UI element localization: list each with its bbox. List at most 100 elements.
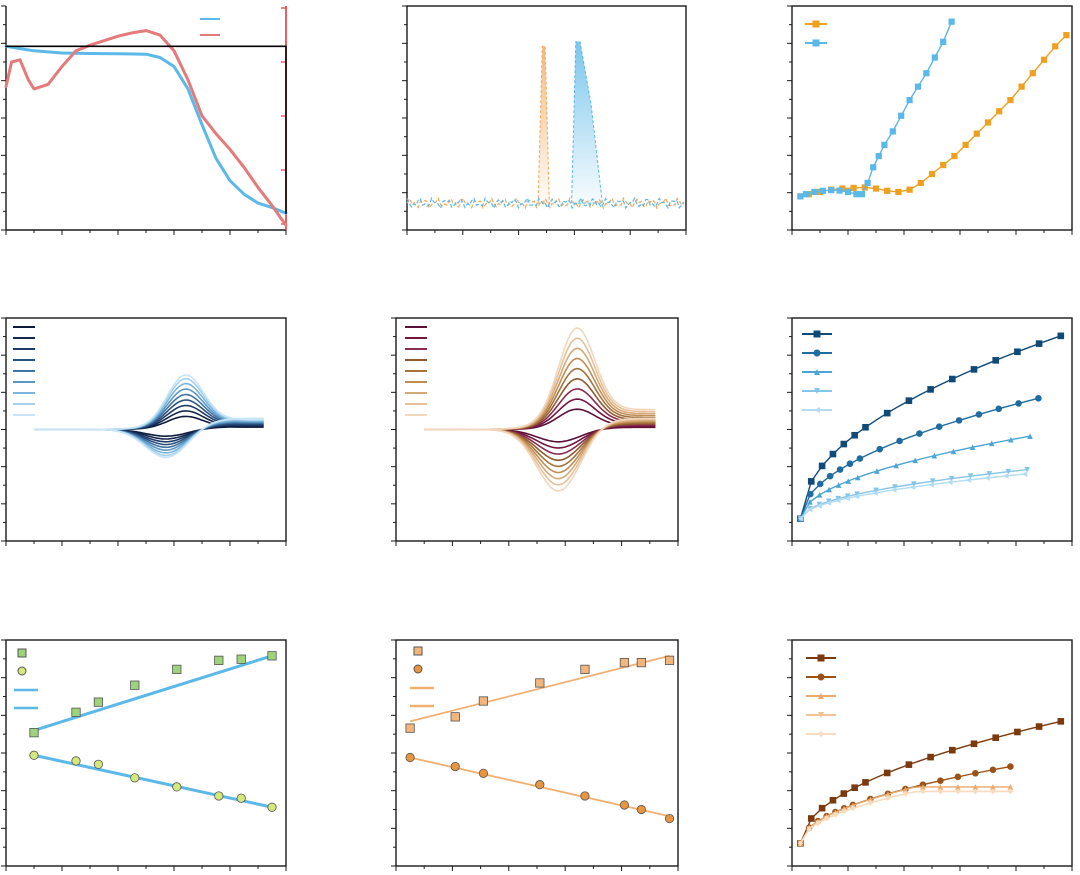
data-point — [951, 152, 958, 160]
data-point — [836, 187, 843, 194]
legend-marker-2 — [17, 666, 27, 676]
data-point — [906, 186, 913, 193]
series-line-5 — [799, 473, 1025, 520]
data-point — [172, 664, 182, 674]
data-point — [992, 734, 1000, 742]
data-point — [923, 70, 930, 77]
data-point — [664, 813, 675, 824]
data-point — [806, 506, 813, 513]
data-point — [929, 478, 936, 485]
data-point — [844, 493, 851, 500]
data-point — [995, 405, 1003, 413]
data-point — [1007, 784, 1014, 790]
legend-swatch-2-marker — [812, 39, 820, 47]
data-point — [1035, 340, 1043, 347]
series-line-3 — [5, 45, 287, 214]
legend-marker-2 — [413, 664, 423, 674]
data-point — [450, 712, 460, 722]
plot-frame — [5, 639, 287, 867]
data-point — [836, 466, 844, 473]
fit-line-2 — [33, 753, 273, 809]
data-point — [580, 791, 590, 801]
data-point — [948, 475, 955, 482]
forward-scan-6 — [424, 357, 656, 431]
data-point — [846, 460, 854, 468]
data-point — [935, 423, 943, 431]
data-point — [967, 473, 974, 480]
data-point — [214, 655, 224, 665]
data-point — [1002, 473, 1009, 479]
data-point — [885, 795, 891, 801]
data-point — [937, 777, 944, 784]
legend-swatch-2-marker — [817, 673, 825, 681]
data-point — [909, 484, 916, 490]
data-point — [872, 490, 878, 496]
data-point — [1035, 394, 1042, 402]
data-point — [928, 170, 936, 178]
data-point — [905, 761, 913, 768]
forward-scan-9 — [424, 327, 656, 431]
data-point — [828, 187, 835, 194]
legend-swatch-3-marker — [818, 693, 824, 699]
data-point — [1027, 433, 1033, 439]
data-point — [853, 493, 860, 500]
data-point — [889, 128, 896, 135]
data-point — [236, 793, 246, 803]
data-point — [815, 820, 821, 826]
data-point — [920, 784, 926, 790]
plot-frame — [791, 639, 1073, 867]
data-point — [825, 500, 832, 506]
data-point — [988, 440, 995, 447]
data-point — [962, 141, 969, 148]
chart-5 — [391, 317, 679, 546]
data-point — [990, 788, 996, 795]
data-point — [844, 188, 852, 196]
data-point — [975, 411, 983, 418]
data-point — [989, 766, 997, 774]
data-point — [636, 804, 646, 815]
reverse-scan-9 — [424, 417, 656, 492]
plot-frame — [395, 639, 679, 867]
data-point — [990, 784, 996, 790]
data-point — [835, 482, 842, 488]
data-point — [876, 445, 884, 453]
data-point — [1014, 348, 1021, 356]
data-point — [948, 18, 955, 25]
data-point — [816, 480, 824, 488]
data-point — [950, 448, 957, 455]
data-point — [619, 658, 630, 668]
data-point — [829, 450, 837, 458]
chart-2 — [402, 5, 687, 235]
data-point — [807, 815, 815, 822]
legend-swatch-2-marker — [813, 349, 821, 357]
data-point — [856, 455, 864, 462]
series-line-2 — [799, 765, 1011, 844]
data-point — [816, 492, 823, 498]
data-point — [1057, 332, 1065, 340]
data-point — [914, 83, 922, 90]
legend-marker-1 — [17, 648, 27, 658]
data-point — [969, 444, 976, 451]
data-point — [984, 119, 992, 126]
data-point — [895, 188, 902, 196]
data-point — [906, 96, 913, 104]
legend-marker-1 — [413, 646, 423, 656]
data-point — [797, 840, 804, 847]
data-point — [996, 108, 1003, 115]
data-point — [797, 515, 804, 522]
data-point — [664, 655, 675, 665]
data-point — [898, 112, 905, 119]
data-point — [1035, 723, 1043, 730]
data-point — [940, 38, 947, 45]
data-point — [862, 423, 869, 431]
fit-line-1 — [33, 654, 273, 732]
baseline-2 — [406, 196, 685, 210]
data-point — [955, 788, 961, 795]
data-point — [405, 752, 415, 763]
peak-area-1 — [537, 45, 550, 204]
series-line-2 — [4, 29, 288, 227]
data-point — [896, 437, 903, 445]
data-point — [892, 484, 898, 490]
data-point — [405, 723, 415, 733]
